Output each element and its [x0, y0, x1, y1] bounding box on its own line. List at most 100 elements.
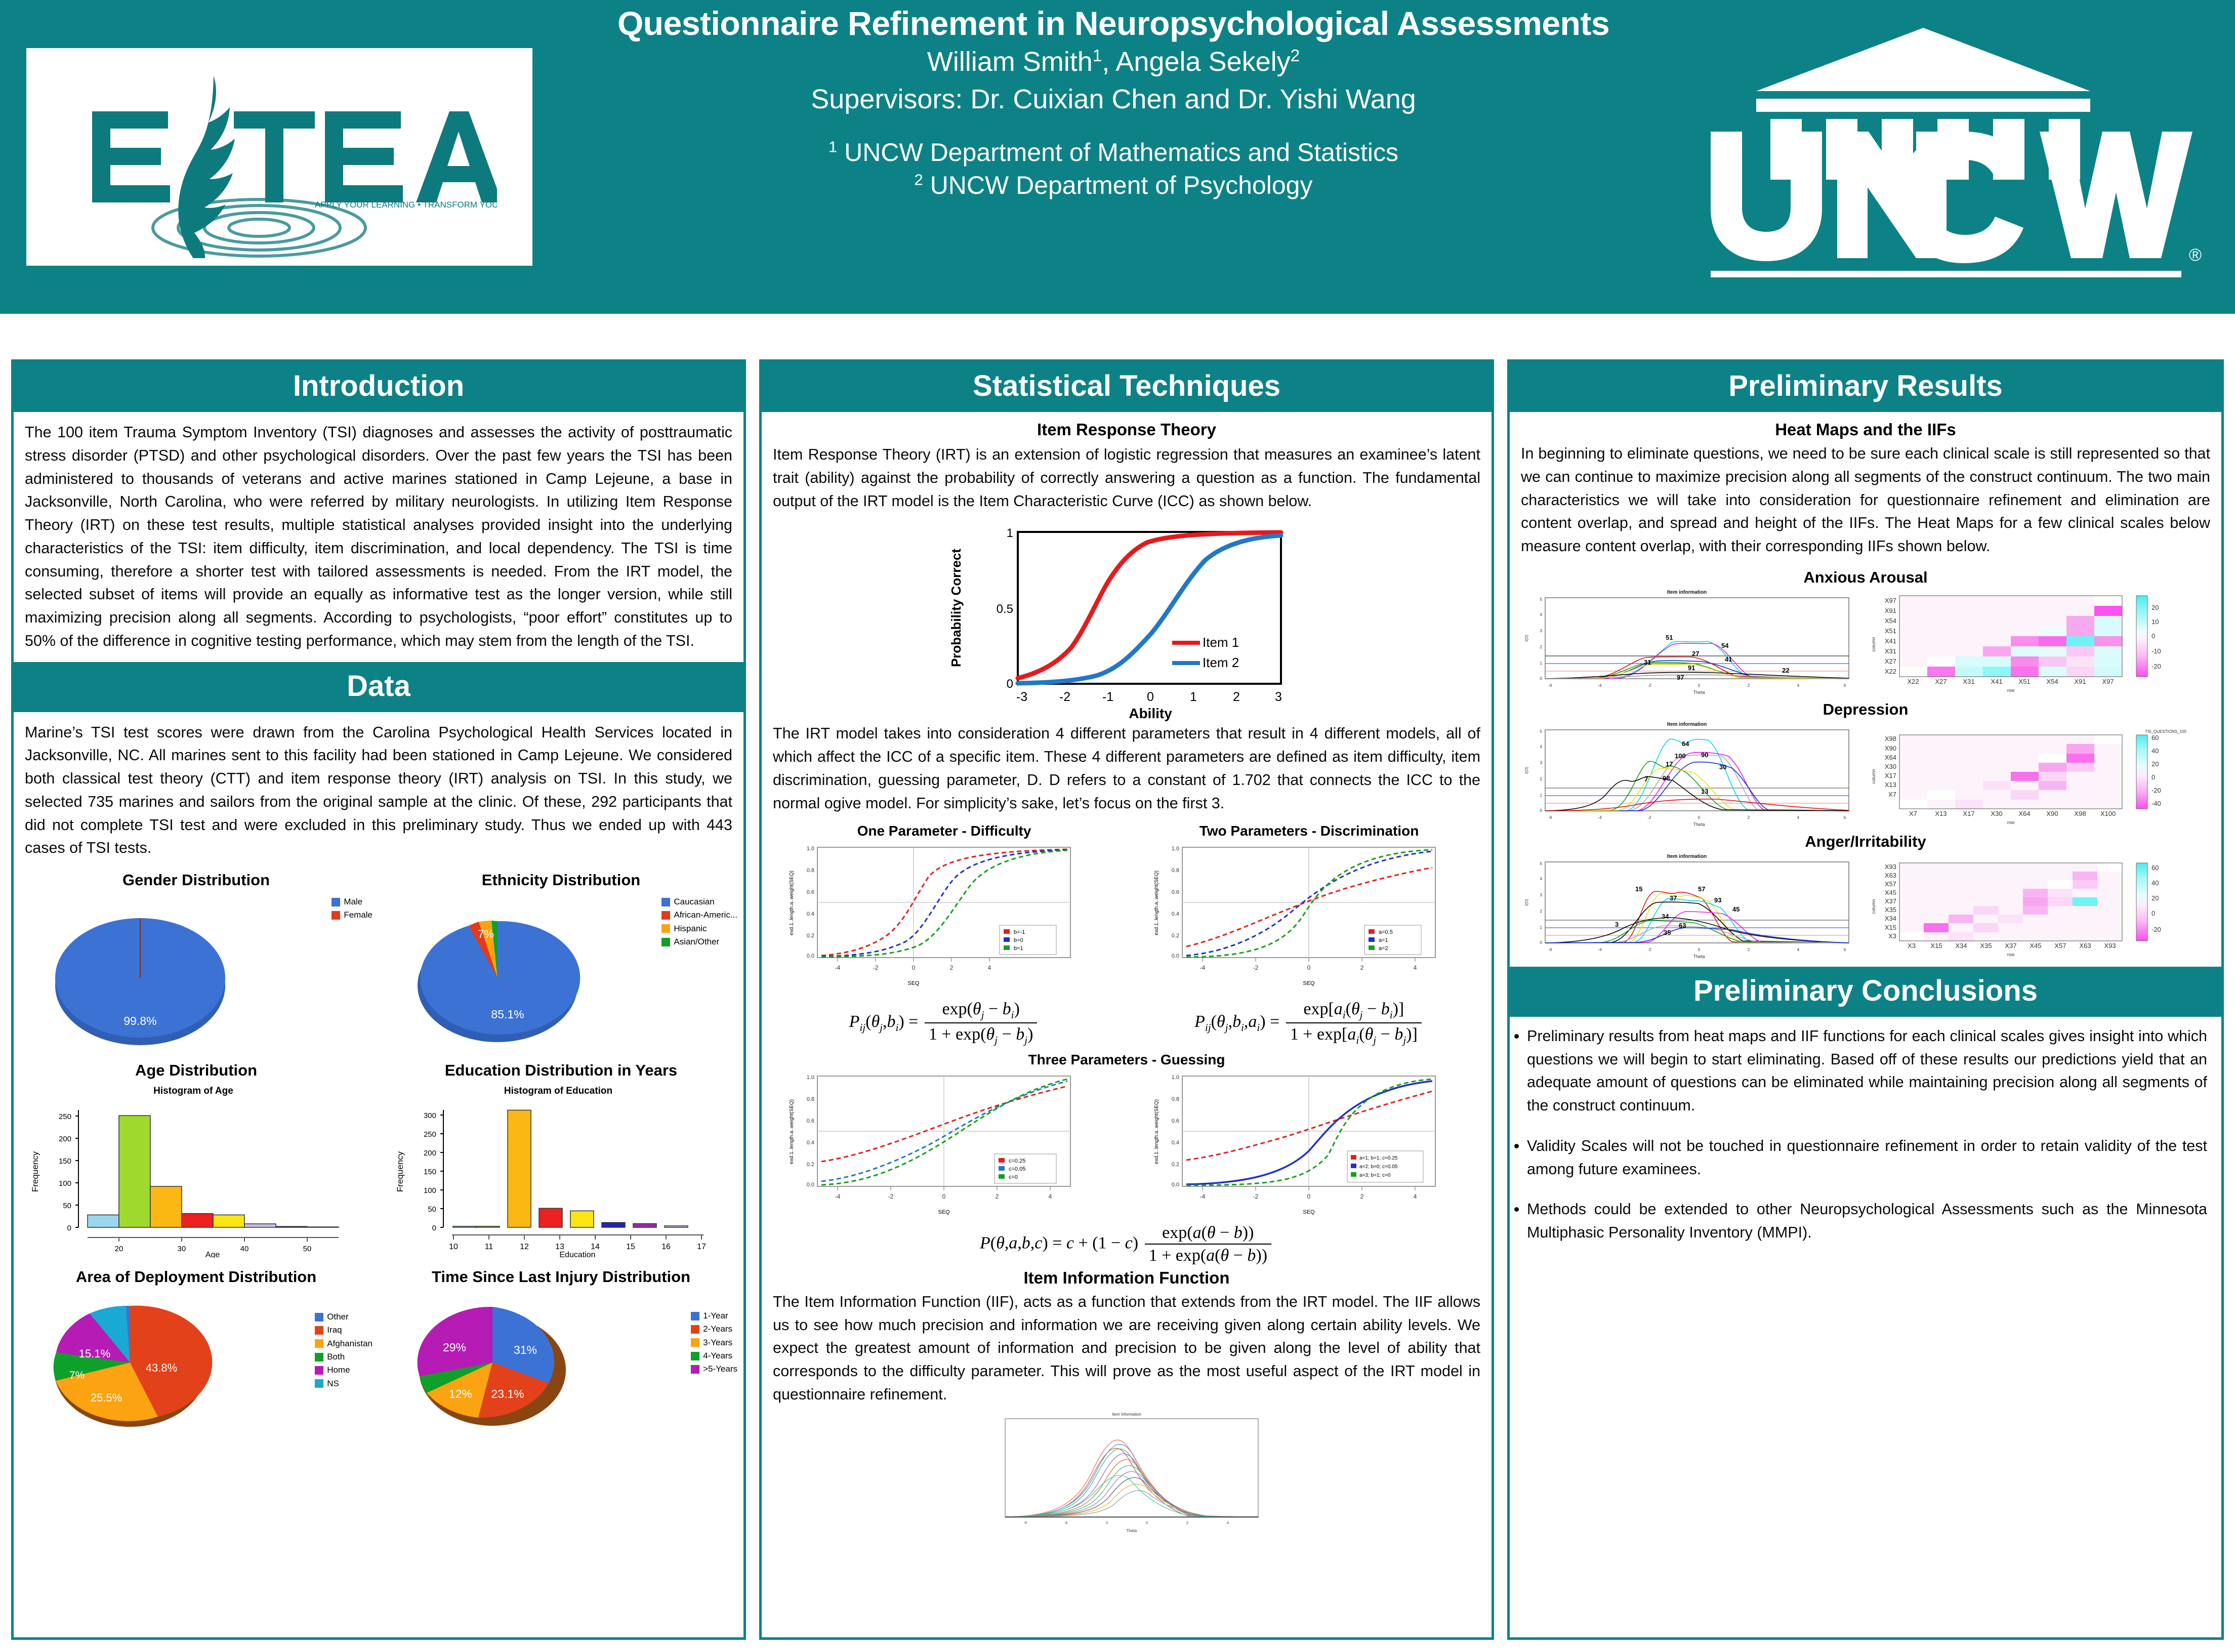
hm-anx-cb-10: 10	[2151, 618, 2159, 626]
svg-text:0.2: 0.2	[1172, 1162, 1179, 1168]
deployment-slice-label-afghanistan: 25.5%	[91, 1391, 122, 1404]
svg-text:1.0: 1.0	[807, 1075, 814, 1081]
iif-dep-ytick-0: 0	[1540, 808, 1543, 813]
legend-swatch-male	[332, 897, 341, 906]
injury-slice-label-1yr: 31%	[514, 1343, 537, 1356]
age-ylabel: Frequency	[30, 1151, 40, 1192]
legend-label-ns: NS	[327, 1378, 339, 1388]
hm-anx-cb-20: 20	[2151, 604, 2159, 611]
hm-ang-row-x15: X15	[1885, 924, 1896, 931]
heatmap-depression-svg: column TSI_QUESTIONS_100 X98 X90	[1871, 729, 2186, 825]
iif-anx-ytick-3: 3	[1540, 629, 1543, 633]
two-param-title: Two Parameters - Discrimination	[1199, 823, 1419, 839]
age-xtick-30: 30	[178, 1245, 186, 1253]
hm-anx-col-3: X41	[1991, 678, 2002, 685]
anger-row: Item information I(O) 0 1 2 3 4 5	[1510, 852, 2221, 961]
svg-text:0.2: 0.2	[1172, 933, 1179, 939]
iif-dep-title: Item information	[1667, 722, 1707, 727]
hm-anx-col-5: X54	[2046, 678, 2058, 685]
hm-anx-row-x54: X54	[1885, 617, 1896, 625]
legend-swatch-home	[315, 1366, 324, 1375]
conclusion-bullet-1: Preliminary results from heat maps and I…	[1527, 1025, 2207, 1118]
three-param-left-xtick-3: 2	[996, 1193, 999, 1200]
hm-dep-cb-m20: -20	[2151, 787, 2161, 794]
column-statistical-techniques: Statistical Techniques Item Response The…	[759, 359, 1494, 1640]
svg-text:0.4: 0.4	[1172, 1140, 1179, 1146]
hm-dep-col-1: X13	[1935, 810, 1947, 817]
svg-text:0.8: 0.8	[1172, 1096, 1179, 1102]
edu-ytick-5: 250	[424, 1130, 436, 1139]
hm-anx-row-x51: X51	[1885, 627, 1896, 635]
legend-swatch-4-years	[691, 1351, 700, 1360]
iif-anx-label-41: 41	[1725, 655, 1732, 663]
age-ytick-0: 0	[67, 1224, 71, 1232]
section-heading-conclusions: Preliminary Conclusions	[1510, 966, 2221, 1017]
gender-slice-label-male: 99.8%	[123, 1014, 156, 1027]
depression-row: Item information I(O) 0 1 2 3 4 5	[1510, 720, 2221, 829]
legend-item-home: Home	[315, 1364, 372, 1377]
svg-text:4: 4	[1227, 1521, 1229, 1525]
conclusion-bullet-3: Methods could be extended to other Neuro…	[1527, 1198, 2207, 1245]
uncw-logo-icon: ®	[1711, 28, 2202, 277]
icc-chart-panel: Probability Correct 1 0.5 0 Item 1 Item …	[762, 519, 1492, 721]
three-param-right-xtick-2: 0	[1307, 1193, 1311, 1200]
age-histogram-svg: Histogram of Age 0 50 100 150	[30, 1086, 339, 1259]
hm-ang-col-5: X45	[2030, 942, 2041, 949]
iif-anger-ylabel: I(O)	[1524, 899, 1529, 906]
hm-dep-col-6: X98	[2074, 810, 2086, 817]
iif-anxious-title: Item information	[1667, 590, 1707, 595]
two-param-xtick-3: 2	[1360, 964, 1364, 971]
icc-ytick-1: 1	[1007, 526, 1013, 540]
icc-xtick-3: 3	[1275, 690, 1282, 704]
iif-ang-xtick-1: -4	[1598, 947, 1602, 952]
legend-label-asian-other: Asian/Other	[674, 937, 720, 947]
iif-ang-label-34: 34	[1662, 913, 1669, 920]
legend-label-african-american: African-Americ...	[674, 910, 737, 920]
legend-label-afghanistan: Afghanistan	[327, 1338, 372, 1348]
legend-label-iraq: Iraq	[327, 1325, 342, 1335]
ethnicity-chart-title: Ethnicity Distribution	[481, 871, 641, 889]
one-param-xtick-1: -2	[873, 964, 879, 971]
icc-xtick-2: 2	[1233, 690, 1240, 704]
iif-dep-label-17: 17	[1666, 760, 1673, 768]
iif-dep-ytick-2: 2	[1540, 777, 1543, 781]
iif-dep-ytick-4: 4	[1540, 745, 1543, 749]
icc-ytick-0: 0	[1007, 677, 1013, 691]
edu-xtick-13: 13	[555, 1243, 564, 1251]
legend-swatch-female	[332, 911, 341, 920]
hm-ang-cb-0: 0	[2151, 910, 2155, 917]
irt-subhead: Item Response Theory	[1037, 420, 1216, 439]
section-heading-introduction: Introduction	[14, 362, 743, 412]
hm-anx-col-1: X27	[1935, 678, 1947, 685]
injury-slice-label-3yrs: 12%	[449, 1387, 472, 1400]
three-param-left-legend-1: c=0.05	[1009, 1166, 1025, 1172]
hm-dep-cb-m40: -40	[2151, 800, 2161, 807]
svg-text:1.0: 1.0	[1172, 846, 1179, 852]
hm-ang-xlabel: row	[2007, 952, 2015, 957]
injury-slice-label-5yrs: 29%	[443, 1341, 466, 1354]
hm-ang-cb-20: 20	[2151, 894, 2159, 902]
gender-chart-panel: Gender Distribution 99.8% Male Female	[14, 868, 379, 1057]
three-param-right-xlabel: SEQ	[1303, 1209, 1315, 1215]
affiliation-2: 2 UNCW Department of Psychology	[536, 170, 1690, 201]
iif-ang-xtick-6: 6	[1844, 947, 1846, 952]
svg-text:-2: -2	[1105, 1521, 1108, 1525]
edu-xtick-12: 12	[520, 1243, 529, 1251]
introduction-body: The 100 item Trauma Symptom Inventory (T…	[25, 424, 732, 649]
legend-label-female: Female	[344, 910, 372, 920]
gender-pie-svg: 99.8%	[55, 918, 225, 1045]
three-param-right-ylabel: exd.1..length.a..weight(SEQ)	[1154, 1099, 1160, 1164]
iif-all-svg: Item Information	[1005, 1412, 1259, 1533]
title-block: Questionnaire Refinement in Neuropsychol…	[536, 6, 1690, 201]
iif-dep-label-90: 90	[1701, 751, 1708, 759]
two-param-svg: 1.0 0.8 0.6 0.4 0.2 0.0 exd.1..length.a..wei…	[1154, 846, 1436, 986]
hm-ang-col-6: X57	[2054, 942, 2066, 949]
one-param-legend-1: b=0	[1014, 937, 1023, 943]
conclusion-bullet-2: Validity Scales will not be touched in q…	[1527, 1135, 2207, 1181]
injury-legend: 1-Year 2-Years 3-Years 4-Years >5-Years	[691, 1309, 737, 1376]
iif-anx-ytick-1: 1	[1540, 661, 1543, 666]
three-param-right-xtick-4: 4	[1414, 1193, 1417, 1200]
svg-text:1.0: 1.0	[807, 846, 814, 852]
iif-ang-ytick-3: 3	[1540, 893, 1543, 897]
hm-dep-col-4: X64	[2018, 810, 2030, 817]
